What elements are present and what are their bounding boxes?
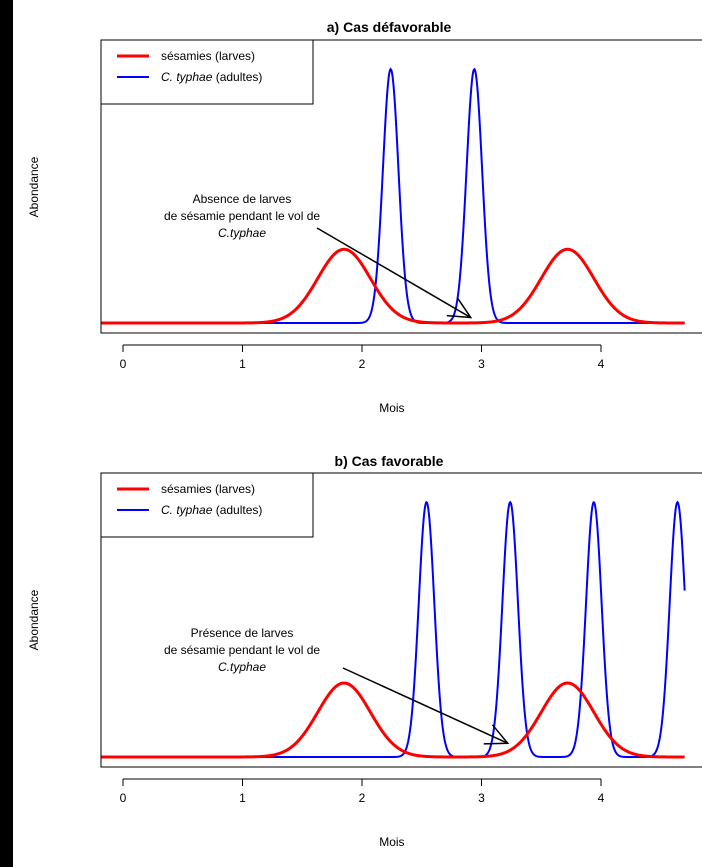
annotation-line: C.typhae [218,226,266,240]
y-axis-label: Abondance [27,589,41,650]
legend-label-sesamies: sésamies (larves) [161,482,255,496]
legend-label-normal: sésamies (larves) [161,49,255,63]
annotation-line: Présence de larves [191,626,294,640]
chart-panel-b: b) Cas favorable 0 1 2 3 4 Mois Abondance sésami… [27,453,702,849]
annotation-line: C.typhae [218,660,266,674]
annotation-line: Absence de larves [193,192,292,206]
figure: a) Cas défavorable 0 1 2 3 4 Mois Abondance sésa… [27,19,702,849]
legend-label-italic: C. typhae [161,70,213,84]
series-line-sesamies [101,247,685,325]
legend-box [100,39,314,105]
x-tick-label: 3 [478,791,485,805]
legend-label-normal: (adultes) [212,70,262,84]
x-tick-label: 4 [598,791,605,805]
legend-label-normal: sésamies (larves) [161,482,255,496]
legend-box [100,472,314,538]
figure-canvas: a) Cas défavorable 0 1 2 3 4 Mois Abondance sésa… [13,0,702,867]
legend: sésamies (larves) C. typhae (adultes) [100,39,314,105]
chart-panel-a: a) Cas défavorable 0 1 2 3 4 Mois Abondance sésa… [27,19,702,415]
legend-label-normal: (adultes) [212,503,262,517]
x-tick-label: 2 [359,357,366,371]
annotation-line: de sésamie pendant le vol de [164,209,320,223]
x-tick-label: 0 [120,791,127,805]
annotation-arrow [342,667,509,744]
series-line-sesamies [101,681,685,759]
x-tick-label: 2 [359,791,366,805]
x-axis-label: Mois [379,401,404,415]
annotation-arrowhead [483,724,510,745]
x-tick-label: 1 [239,357,246,371]
legend-label-sesamies: sésamies (larves) [161,49,255,63]
legend-label-italic: C. typhae [161,503,213,517]
annotation: Absence de larves de sésamie pendant le v… [164,192,473,319]
x-tick-label: 1 [239,791,246,805]
chart-title: b) Cas favorable [335,453,444,469]
annotation: Présence de larves de sésamie pendant le … [164,626,510,745]
plot-frame [100,39,702,334]
annotation-line: de sésamie pendant le vol de [164,643,320,657]
x-tick-label: 0 [120,357,127,371]
x-tick-label: 3 [478,357,485,371]
legend: sésamies (larves) C. typhae (adultes) [100,472,314,538]
annotation-arrowhead [446,297,473,319]
y-axis-label: Abondance [27,156,41,217]
plot-frame [100,472,702,768]
chart-title: a) Cas défavorable [327,19,452,35]
annotation-arrow [316,227,472,319]
legend-label-ctyphae: C. typhae (adultes) [161,503,262,517]
x-axis-label: Mois [379,835,404,849]
x-tick-label: 4 [598,357,605,371]
legend-label-ctyphae: C. typhae (adultes) [161,70,262,84]
curves [101,67,685,325]
curves [101,500,686,759]
